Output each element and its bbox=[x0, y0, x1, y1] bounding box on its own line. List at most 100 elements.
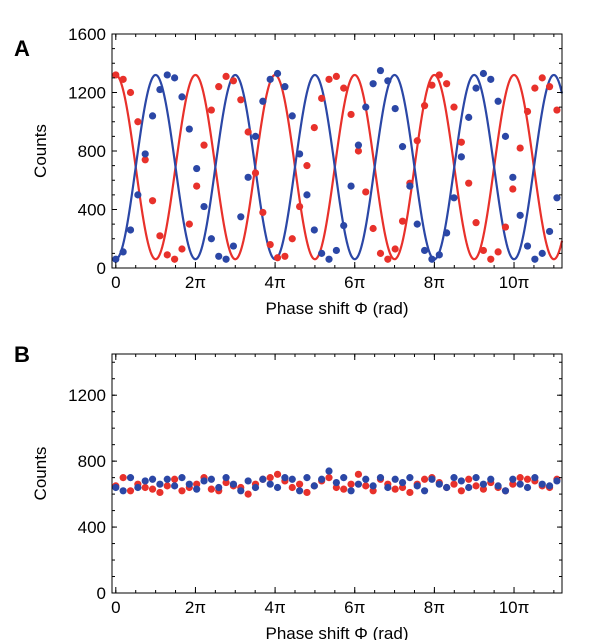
panel-a-series-2-point-30 bbox=[325, 255, 333, 263]
panel-a-series-2-point-56 bbox=[516, 211, 524, 219]
panel-a-series-2-point-24 bbox=[281, 83, 289, 91]
panel-b-series-2-point-50 bbox=[472, 474, 480, 482]
panel-a-series-2-point-34 bbox=[354, 141, 363, 149]
panel-a-series-1-point-5 bbox=[141, 156, 149, 164]
panel-a-y-tick-label: 1600 bbox=[68, 25, 106, 44]
panel-b-series-2-point-41 bbox=[406, 474, 414, 482]
panel-b-series-2-point-32 bbox=[340, 474, 348, 482]
panel-a-series-2-point-35 bbox=[362, 103, 370, 111]
panel-b-series-1-point-22 bbox=[266, 474, 274, 482]
panel-b-series-1-point-32 bbox=[340, 485, 348, 493]
panel-b-series-2-point-57 bbox=[523, 483, 532, 492]
panel-b-series-1-point-41 bbox=[406, 488, 414, 497]
panel-b-series-2-point-23 bbox=[273, 483, 282, 492]
panel-b-series-2-point-49 bbox=[465, 483, 473, 492]
panel-b-series-2-point-19 bbox=[244, 477, 252, 485]
panel-a-series-2-point-20 bbox=[251, 132, 260, 140]
panel-b-y-axis-title: Counts bbox=[31, 447, 50, 501]
panel-a-series-1-point-4 bbox=[134, 118, 142, 126]
panel-a-series-2-point-59 bbox=[538, 249, 546, 257]
panel-a-series-1-point-20 bbox=[251, 169, 260, 177]
panel-a-x-axis-title: Phase shift Φ (rad) bbox=[265, 299, 408, 318]
panel-a-series-2-point-52 bbox=[487, 75, 495, 83]
panel-a-series-1-point-43 bbox=[420, 102, 429, 110]
panel-a-series-1-point-44 bbox=[428, 81, 436, 89]
panel-a-series-2-point-17 bbox=[229, 242, 238, 250]
panel-a-series-2-point-61 bbox=[553, 194, 561, 202]
panel-a-series-1-point-29 bbox=[318, 94, 326, 102]
panel-b-series-1-point-2 bbox=[119, 474, 127, 482]
panel-b-series-2-point-39 bbox=[391, 475, 399, 483]
panel-a-series-1-point-57 bbox=[523, 107, 532, 116]
panel-a-series-2-point-51 bbox=[479, 69, 488, 78]
panel-b-series-1-point-36 bbox=[369, 487, 377, 495]
panel-a-series-1-point-54 bbox=[501, 223, 510, 231]
panel-b-series-1-point-10 bbox=[178, 487, 186, 495]
panel-a-series-1-point-37 bbox=[376, 249, 385, 257]
panel-a-series-1-point-35 bbox=[362, 188, 370, 196]
panel-a-y-tick-label: 400 bbox=[78, 201, 106, 220]
panel-a-series-1-point-48 bbox=[457, 138, 465, 146]
panel-a-series-1-point-52 bbox=[487, 255, 495, 263]
panel-a-series-2-point-25 bbox=[288, 112, 296, 120]
panel-b-series-2-point-14 bbox=[207, 475, 215, 483]
panel-a-series-2-point-5 bbox=[141, 150, 149, 158]
panel-a-series-2-point-44 bbox=[428, 255, 436, 263]
panel-a-series-2-point-9 bbox=[171, 74, 179, 82]
panel-b-series-2-point-48 bbox=[457, 477, 465, 485]
panel-a-series-2-point-41 bbox=[406, 182, 414, 190]
panel-b-x-tick-label: 10π bbox=[499, 598, 530, 617]
panel-b-series-2-point-54 bbox=[501, 487, 510, 495]
panel-a-series-1-point-16 bbox=[222, 72, 230, 81]
panel-a-y-axis-title: Counts bbox=[31, 124, 50, 178]
panel-a-series-1-point-47 bbox=[450, 103, 458, 111]
panel-b-series-2-point-43 bbox=[420, 487, 429, 495]
panel-b-series-1-point-55 bbox=[509, 480, 517, 488]
panel-b-series-1-point-49 bbox=[465, 475, 473, 483]
panel-b-series-1-point-40 bbox=[398, 483, 407, 492]
panel-a-series-2-point-32 bbox=[340, 221, 348, 230]
panel-a-series-1-point-13 bbox=[200, 141, 208, 149]
panel-a-series-2-point-18 bbox=[237, 213, 245, 221]
panel-b-series-2-point-10 bbox=[178, 474, 186, 482]
panel-a-series-1-point-22 bbox=[266, 241, 274, 249]
panel-b-plot-frame bbox=[111, 353, 563, 594]
panel-b-series-2-point-58 bbox=[531, 474, 539, 482]
panel-b-series-2-point-42 bbox=[413, 482, 421, 490]
panel-a-series-2-point-46 bbox=[443, 229, 451, 237]
panel-a-series-2-point-21 bbox=[259, 97, 267, 105]
panel-b-series-1-point-39 bbox=[391, 485, 399, 493]
panel-a-series-2-point-60 bbox=[545, 227, 554, 236]
panel-a-series-2-point-10 bbox=[178, 93, 186, 101]
panel-b-series-2-point-18 bbox=[237, 487, 245, 495]
panel-a-chart: 0 400 800 1200 1600 0 2π 4π 6π 8π 10π Phase shift … bbox=[31, 25, 564, 318]
panel-a-series-1-point-33 bbox=[347, 110, 355, 119]
panel-a-series-2-point-15 bbox=[215, 252, 223, 260]
panel-b-series-1-point-43 bbox=[420, 475, 429, 483]
panel-a-series-1-point-55 bbox=[509, 185, 517, 193]
panel-a-series-2-point-42 bbox=[413, 220, 421, 228]
panel-a-series-2-point-49 bbox=[465, 113, 473, 121]
panel-b-series-2-point-6 bbox=[148, 475, 157, 483]
panel-a-series-1-point-1 bbox=[112, 71, 120, 79]
panel-b-series-2-point-9 bbox=[171, 482, 179, 490]
panel-b-series-2-point-25 bbox=[288, 475, 296, 483]
panel-a-series-2-point-8 bbox=[163, 71, 171, 79]
panel-b-series-1-point-25 bbox=[288, 483, 296, 492]
panel-b-series-2-point-55 bbox=[509, 475, 517, 483]
panel-a-series-1-point-27 bbox=[303, 162, 311, 170]
panel-b-series-2-point-13 bbox=[200, 477, 208, 485]
panel-b-series-1-point-50 bbox=[472, 482, 480, 490]
panel-a-series-1-point-17 bbox=[229, 77, 238, 85]
panel-a-series-1-point-6 bbox=[148, 197, 157, 205]
panel-a-x-tick-label: 6π bbox=[344, 273, 365, 292]
panel-a-series-1-point-56 bbox=[516, 144, 524, 152]
panel-a-ticks: 0 400 800 1200 1600 0 2π 4π 6π 8π 10π bbox=[68, 25, 562, 292]
panel-a-series-1-point-40 bbox=[398, 217, 407, 225]
panel-a-series-2-point-48 bbox=[457, 153, 465, 161]
panel-a-series-1-point-45 bbox=[435, 71, 443, 79]
panel-a-series-1-point-32 bbox=[340, 84, 348, 92]
panel-b-series-2-point-4 bbox=[134, 483, 142, 492]
panel-a-series-2-point-53 bbox=[494, 97, 502, 105]
panel-b-series-1-point-51 bbox=[479, 485, 488, 493]
